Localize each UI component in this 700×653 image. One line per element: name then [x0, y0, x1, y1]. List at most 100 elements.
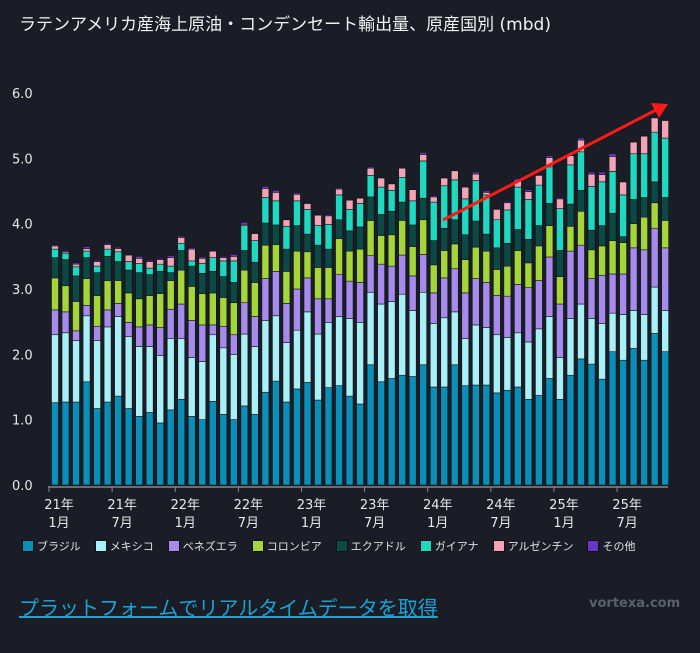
- bar-segment: [209, 324, 217, 336]
- legend-label: エクアドル: [350, 540, 406, 553]
- legend-item[interactable]: ガイアナ: [419, 538, 479, 554]
- bar-segment: [324, 267, 333, 300]
- bar-segment: [93, 261, 101, 267]
- bar-segment: [556, 208, 564, 251]
- legend-item[interactable]: ベネズエラ: [167, 538, 238, 554]
- bar-segment: [356, 203, 364, 228]
- bar-segment: [429, 323, 438, 388]
- bar-segment: [440, 177, 449, 187]
- bar-segment: [461, 198, 470, 236]
- bar-segment: [419, 364, 428, 486]
- bar-segment: [619, 194, 627, 238]
- legend-item[interactable]: その他: [587, 538, 635, 554]
- bar-segment: [577, 210, 585, 246]
- bar-segment: [345, 208, 354, 232]
- bar-segment: [293, 388, 301, 486]
- legend-item[interactable]: エクアドル: [335, 538, 406, 554]
- bar-segment: [650, 333, 659, 486]
- bar-segment: [493, 392, 501, 486]
- bar-segment: [82, 246, 91, 249]
- bar-segment: [661, 310, 669, 353]
- bar-segment: [282, 401, 291, 486]
- bar-stack: [51, 244, 59, 486]
- bar-segment: [419, 197, 428, 221]
- bar-segment: [156, 327, 164, 356]
- bar-segment: [345, 199, 354, 210]
- bar-segment: [124, 336, 133, 409]
- y-tick-label: 1.0: [12, 414, 33, 429]
- legend-item[interactable]: コロンビア: [251, 538, 322, 554]
- bar-segment: [429, 196, 438, 203]
- bar-segment: [303, 208, 312, 235]
- legend-swatch: [251, 540, 264, 552]
- bar-segment: [261, 197, 270, 224]
- bar-segment: [419, 254, 428, 293]
- bar-segment: [356, 403, 364, 486]
- bar-segment: [524, 191, 533, 200]
- bar-stack: [377, 176, 385, 486]
- bar-segment: [661, 120, 669, 139]
- bar-segment: [650, 227, 659, 288]
- bar-segment: [240, 269, 249, 304]
- bar-segment: [408, 200, 417, 226]
- legend-item[interactable]: メキシコ: [94, 538, 154, 554]
- bar-segment: [230, 282, 238, 304]
- bar-segment: [198, 256, 207, 259]
- bar-segment: [535, 328, 543, 396]
- bar-segment: [587, 249, 596, 279]
- bar-segment: [598, 174, 606, 183]
- bar-segment: [124, 254, 133, 256]
- bar-segment: [145, 346, 154, 413]
- bar-segment: [303, 233, 312, 253]
- bar-segment: [619, 181, 627, 196]
- bar-segment: [450, 268, 459, 313]
- legend-item[interactable]: アルゼンチン: [492, 538, 573, 554]
- bar-segment: [187, 247, 196, 250]
- bar-segment: [387, 234, 396, 267]
- bar-segment: [251, 233, 259, 241]
- bar-segment: [82, 257, 91, 279]
- y-tick-label: 4.0: [12, 218, 33, 233]
- bar-segment: [629, 199, 638, 224]
- bar-segment: [461, 385, 470, 486]
- x-tick-year: 24年: [423, 498, 453, 513]
- bar-segment: [640, 135, 648, 155]
- bar-segment: [629, 141, 638, 155]
- bar-stack: [177, 235, 186, 486]
- arrow-head-icon: [651, 103, 668, 118]
- bar-segment: [619, 273, 627, 315]
- bar-segment: [629, 247, 638, 311]
- legend-label: ガイアナ: [434, 540, 479, 553]
- bar-segment: [556, 197, 564, 200]
- legend-label: メキシコ: [109, 540, 154, 553]
- bar-segment: [103, 309, 112, 328]
- bar-segment: [608, 351, 617, 486]
- bar-stack: [398, 167, 406, 486]
- legend-swatch: [492, 540, 505, 552]
- bar-segment: [198, 324, 207, 362]
- bar-segment: [577, 190, 585, 212]
- bar-segment: [545, 225, 554, 258]
- bar-segment: [377, 177, 385, 188]
- bar-segment: [240, 302, 249, 335]
- bar-segment: [629, 141, 638, 143]
- legend-item[interactable]: ブラジル: [22, 538, 81, 554]
- bar-segment: [356, 248, 364, 283]
- bar-segment: [82, 381, 91, 486]
- bar-stack: [440, 176, 449, 486]
- bar-stack: [556, 197, 564, 486]
- bar-segment: [103, 280, 112, 311]
- bar-segment: [166, 338, 175, 411]
- bar-segment: [398, 293, 406, 376]
- bar-segment: [240, 222, 249, 225]
- bar-segment: [72, 330, 80, 341]
- bar-segment: [640, 153, 648, 198]
- bar-segment: [440, 185, 449, 229]
- realtime-data-link[interactable]: プラットフォームでリアルタイムデータを取得: [19, 596, 438, 620]
- bar-segment: [619, 242, 627, 275]
- bar-stack: [408, 188, 417, 486]
- bar-segment: [230, 256, 238, 262]
- bar-segment: [145, 324, 154, 347]
- bar-segment: [293, 200, 301, 226]
- bar-segment: [366, 364, 375, 486]
